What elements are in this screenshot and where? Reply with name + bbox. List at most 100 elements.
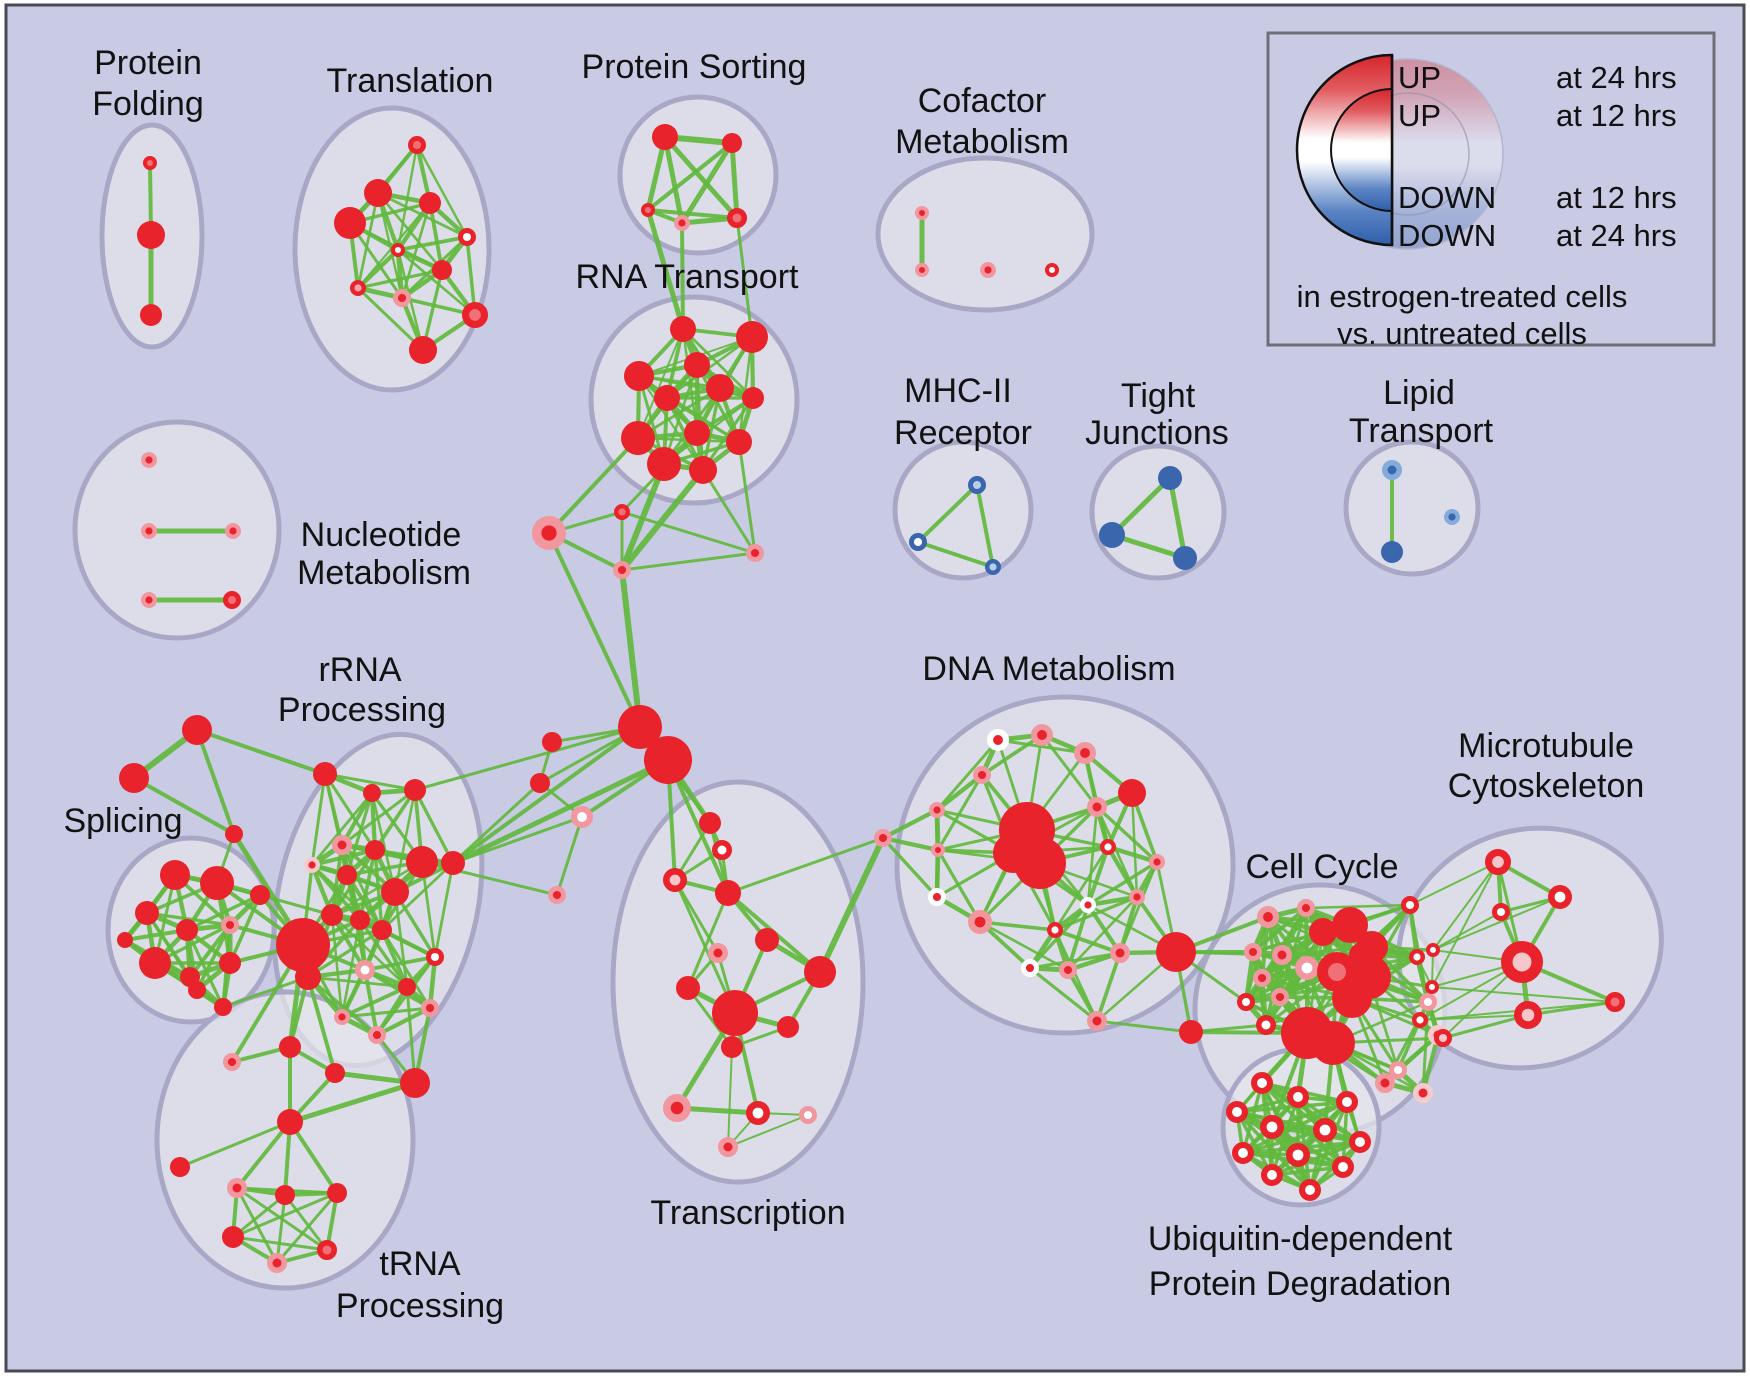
network-edge <box>978 920 1057 932</box>
gene-node <box>408 136 427 155</box>
network-edge <box>363 955 437 972</box>
gene-node <box>1252 968 1271 987</box>
cluster-label-mhc: MHC-II <box>904 372 1012 410</box>
network-edge <box>646 141 734 212</box>
gene-node <box>1156 932 1196 972</box>
cluster-label-ps: Protein Sorting <box>582 48 807 86</box>
gene-node <box>1179 1020 1203 1044</box>
gene-node <box>684 352 710 378</box>
cluster-ellipse-tj <box>1089 443 1227 581</box>
network-edge <box>673 878 720 955</box>
gene-node <box>214 998 232 1016</box>
gene-node <box>1491 902 1510 921</box>
gene-node <box>927 887 946 906</box>
network-edge <box>1241 1128 1327 1155</box>
network-edge <box>1095 805 1159 864</box>
gene-node <box>1309 918 1337 946</box>
gene-node <box>1605 992 1625 1012</box>
network-edge <box>701 396 755 472</box>
network-edge <box>673 878 737 1015</box>
cluster-ellipse-trna <box>154 989 416 1291</box>
network-edge <box>178 1120 292 1169</box>
network-edge <box>340 788 417 847</box>
gene-node <box>980 262 997 279</box>
gene-node <box>972 765 991 784</box>
backbone-edge <box>405 985 417 1085</box>
gene-node <box>279 1036 301 1058</box>
gene-node <box>304 857 321 874</box>
gene-node <box>1336 1091 1359 1114</box>
legend-time-label: at 24 hrs <box>1556 60 1677 95</box>
gene-node <box>722 133 742 153</box>
gene-node <box>365 840 385 860</box>
gene-node <box>350 280 367 297</box>
network-edge <box>935 738 1000 812</box>
network-edge <box>309 847 378 868</box>
gene-node <box>1332 978 1372 1018</box>
network-edge <box>373 788 417 852</box>
legend-direction-label: DOWN <box>1398 218 1496 253</box>
gene-node <box>726 429 752 455</box>
gene-node <box>618 705 662 749</box>
gene-node <box>915 263 929 277</box>
gene-node <box>1020 958 1039 977</box>
gene-node <box>1501 941 1544 984</box>
network-edge <box>1432 911 1502 951</box>
gene-node <box>699 812 721 834</box>
gene-node <box>1158 466 1182 490</box>
network-edge <box>1431 986 1616 1003</box>
gene-node <box>119 763 149 793</box>
network-edge <box>1441 1013 1530 1040</box>
gene-node <box>1173 546 1197 570</box>
network-edge <box>330 860 424 917</box>
network-edge <box>145 911 232 927</box>
gene-node <box>222 1226 244 1248</box>
gene-node <box>1296 898 1315 917</box>
cluster-label-tj: Tight <box>1121 377 1196 415</box>
network-edge <box>235 1186 279 1265</box>
gene-node <box>200 866 234 900</box>
gene-node <box>987 729 1010 752</box>
backbone-edge <box>413 725 642 792</box>
network-edge <box>195 923 232 992</box>
cluster-label-ub: Protein Degradation <box>1149 1265 1451 1303</box>
network-edge <box>1028 951 1122 970</box>
gene-node <box>117 932 133 948</box>
network-edge <box>1270 1165 1345 1177</box>
gene-node <box>404 779 426 801</box>
backbone-edge <box>547 436 640 535</box>
gene-node <box>223 590 242 609</box>
network-edge <box>727 1114 809 1148</box>
cluster-label-mt: Microtubule <box>1458 727 1634 765</box>
gene-node <box>1443 509 1460 526</box>
backbone-edge <box>451 725 642 865</box>
backbone-edge <box>258 893 334 917</box>
network-edge <box>323 772 417 792</box>
network-edge <box>370 791 397 894</box>
gene-node <box>721 1036 743 1058</box>
network-edge <box>880 835 941 853</box>
cluster-label-pf: Folding <box>92 85 204 123</box>
gene-node <box>1261 1164 1284 1187</box>
legend-caption: in estrogen-treated cells <box>1297 279 1628 314</box>
network-edge <box>231 1191 339 1239</box>
network-edge <box>916 483 979 544</box>
gene-node <box>712 840 732 860</box>
legend-time-label: at 24 hrs <box>1556 218 1677 253</box>
cluster-label-rt: RNA Transport <box>576 258 800 296</box>
gene-node <box>641 203 655 217</box>
gene-node <box>547 885 566 904</box>
gene-node <box>295 964 321 990</box>
network-edge <box>306 928 384 979</box>
gene-node <box>419 192 441 214</box>
gene-node <box>1118 779 1146 807</box>
cluster-label-pf: Protein <box>94 44 202 82</box>
network-edge <box>339 790 375 848</box>
network-edge <box>686 891 730 990</box>
backbone-edge <box>817 835 886 975</box>
gene-node <box>624 361 654 391</box>
gene-node <box>337 865 357 885</box>
gene-node <box>931 843 945 857</box>
gene-node <box>426 947 445 966</box>
